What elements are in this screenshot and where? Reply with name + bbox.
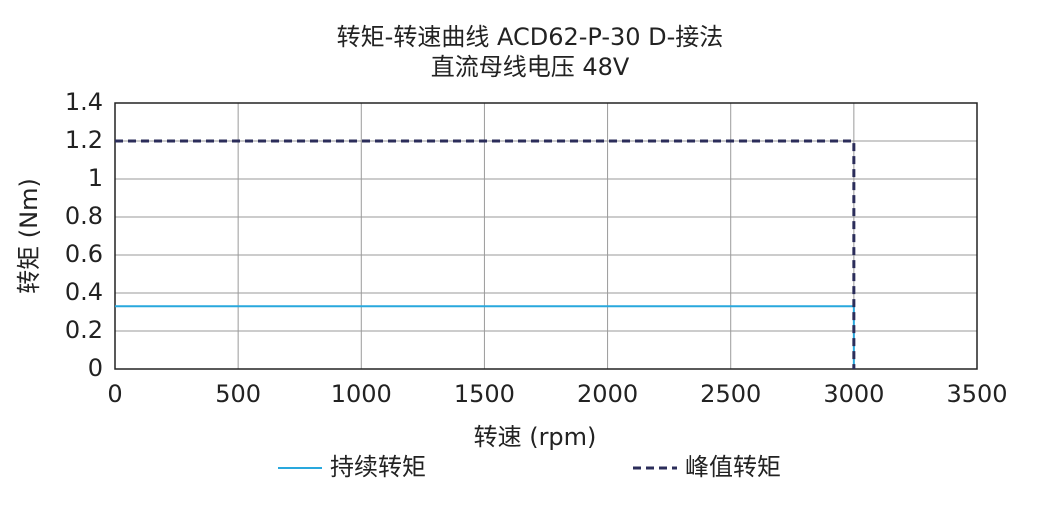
x-tick-label: 2500 [700, 380, 761, 408]
x-tick-label: 0 [107, 380, 122, 408]
x-axis-label: 转速 (rpm) [474, 423, 597, 451]
y-tick-label: 0.4 [65, 278, 103, 306]
legend-label: 持续转矩 [330, 453, 426, 481]
y-tick-label: 1.2 [65, 126, 103, 154]
x-tick-label: 1000 [331, 380, 392, 408]
y-tick-label: 0.2 [65, 316, 103, 344]
x-tick-label: 3500 [946, 380, 1007, 408]
x-tick-label: 3000 [823, 380, 884, 408]
y-tick-label: 1.4 [65, 88, 103, 116]
x-tick-label: 2000 [577, 380, 638, 408]
data-line [115, 139, 856, 369]
y-tick-label: 0 [88, 354, 103, 382]
y-axis-label: 转矩 (Nm) [15, 178, 43, 294]
plot-frame [114, 102, 978, 370]
y-tick-label: 0.8 [65, 202, 103, 230]
chart-title: 转矩-转速曲线 ACD62-P-30 D-接法 [337, 23, 724, 51]
x-tick-label: 500 [215, 380, 261, 408]
y-tick-label: 1 [88, 164, 103, 192]
y-tick-label: 0.6 [65, 240, 103, 268]
chart-subtitle: 直流母线电压 48V [431, 53, 630, 81]
legend-label: 峰值转矩 [685, 453, 781, 481]
x-tick-label: 1500 [454, 380, 515, 408]
